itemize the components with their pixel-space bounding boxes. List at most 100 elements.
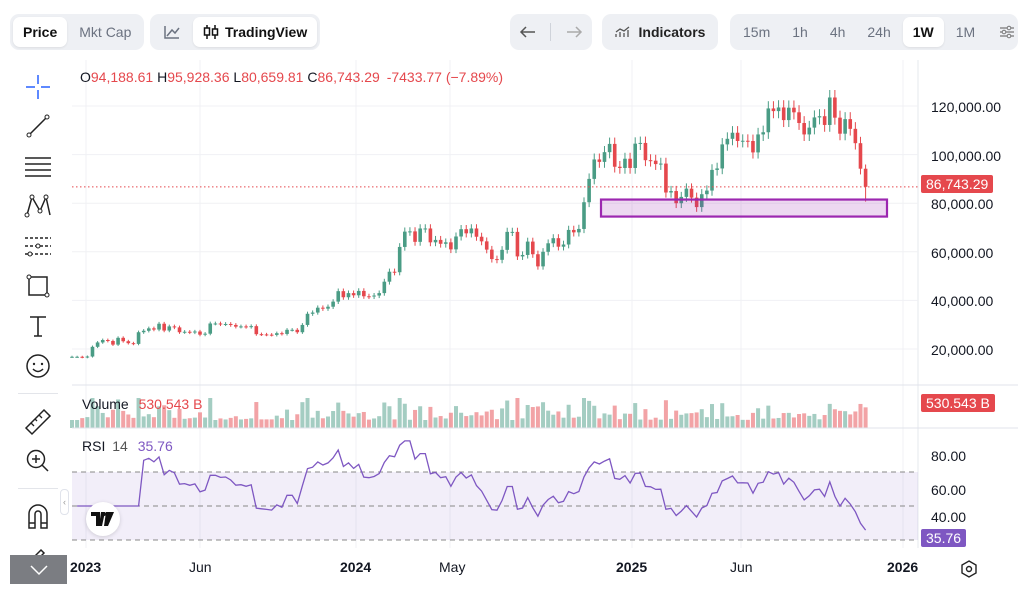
volume-bar <box>70 420 74 428</box>
interval-1m[interactable]: 1M <box>955 24 976 40</box>
interval-4h[interactable]: 4h <box>829 24 846 40</box>
arrow-left-icon[interactable] <box>519 25 537 39</box>
volume-bar <box>305 398 310 428</box>
candle-body <box>280 333 284 335</box>
candle-body <box>638 142 643 144</box>
volume-bar <box>192 417 197 428</box>
volume-bar <box>638 419 643 428</box>
chart-settings-button[interactable] <box>989 17 1024 47</box>
candle-body <box>490 249 494 260</box>
tab-price[interactable]: Price <box>13 17 68 47</box>
candle-body <box>566 229 571 245</box>
candle-body <box>397 246 402 273</box>
trend-line-icon <box>26 114 50 138</box>
volume-bar <box>382 402 387 428</box>
interval-1w[interactable]: 1W <box>902 17 944 47</box>
volume-bar <box>494 419 499 428</box>
interval-24h[interactable]: 24h <box>867 24 891 40</box>
candle-body <box>838 117 842 134</box>
candle-body <box>843 119 847 134</box>
zoom-tool[interactable] <box>22 445 54 477</box>
volume-bar <box>90 398 95 428</box>
text-tool[interactable] <box>22 310 54 342</box>
price-mktcap-toggle: Price Mkt Cap <box>10 14 145 50</box>
rectangle-tool[interactable] <box>22 270 54 302</box>
volume-bar <box>274 415 279 428</box>
candle-body <box>592 159 597 179</box>
candle-body <box>362 290 366 297</box>
volume-bar <box>433 417 438 428</box>
volume-bar <box>566 404 571 428</box>
candle-body <box>833 97 837 118</box>
collapse-panel-handle[interactable]: ‹ <box>60 489 69 515</box>
close-value: 86,743.29 <box>317 69 380 85</box>
candle-body <box>218 323 223 325</box>
volume-bar <box>674 410 679 428</box>
candle-body <box>484 241 489 250</box>
fib-tool[interactable] <box>22 150 54 182</box>
line-chart-button[interactable] <box>153 17 191 47</box>
candle-body <box>536 254 540 267</box>
candle-body <box>761 132 765 135</box>
tradingview-button[interactable]: TradingView <box>193 17 318 47</box>
volume-bar <box>505 400 510 428</box>
rsi-axis-label: 60.00 <box>931 482 967 498</box>
volume-bar <box>131 417 136 428</box>
volume-bar <box>233 416 238 428</box>
arrow-right-icon[interactable] <box>565 25 583 39</box>
magnet-tool[interactable] <box>22 500 54 532</box>
candle-body <box>259 334 264 336</box>
tab-mkt-cap[interactable]: Mkt Cap <box>79 24 132 40</box>
emoji-icon <box>26 354 50 378</box>
volume-bar <box>535 406 540 428</box>
candle-body <box>126 341 131 344</box>
volume-bar <box>628 413 633 428</box>
candle-body <box>377 293 381 296</box>
candle-body <box>792 107 796 113</box>
volume-bar <box>582 398 586 428</box>
volume-bar <box>658 419 663 428</box>
candle-body <box>643 142 648 161</box>
candle-body <box>254 326 259 335</box>
crosshair-tool[interactable] <box>22 71 54 103</box>
pattern-tool[interactable] <box>22 190 54 222</box>
interval-15m[interactable]: 15m <box>743 24 771 40</box>
volume-bar <box>663 400 668 428</box>
indicators-button[interactable]: Indicators <box>602 14 718 50</box>
volume-bar <box>208 398 213 428</box>
toolbar-divider <box>18 393 58 394</box>
volume-bar <box>397 398 402 428</box>
low-value: 80,659.81 <box>241 69 304 85</box>
interval-1h[interactable]: 1h <box>792 24 808 40</box>
candle-body <box>100 340 105 343</box>
volume-bar <box>423 420 428 428</box>
axis-settings-icon[interactable] <box>959 559 979 579</box>
candle-body <box>244 326 248 328</box>
candle-body <box>607 143 612 153</box>
candle-body <box>336 291 341 302</box>
ruler-tool[interactable] <box>22 406 54 438</box>
price-axis-label: 100,000.00 <box>931 147 1002 164</box>
trend-line-tool[interactable] <box>22 110 54 142</box>
candle-body <box>556 238 561 247</box>
candle-body <box>812 117 817 128</box>
candle-body <box>305 313 310 325</box>
support-zone-rectangle[interactable] <box>599 198 889 218</box>
open-value: 94,188.61 <box>90 69 154 85</box>
candle-body <box>213 323 218 325</box>
candle-body <box>418 228 422 242</box>
forecast-tool[interactable] <box>22 230 54 262</box>
volume-bar <box>643 409 648 428</box>
volume-bar <box>720 403 725 428</box>
tradingview-logo[interactable] <box>86 502 120 536</box>
emoji-tool[interactable] <box>22 350 54 382</box>
time-axis-label: Jun <box>730 559 753 575</box>
volume-bar <box>254 402 259 428</box>
toolbar-expand-button[interactable] <box>10 555 67 584</box>
price-axis-label: 60,000.00 <box>931 244 994 261</box>
volume-value: 530.543 B <box>138 396 203 412</box>
candle-body <box>85 356 90 358</box>
volume-bar <box>597 418 602 428</box>
candle-body <box>295 329 300 333</box>
